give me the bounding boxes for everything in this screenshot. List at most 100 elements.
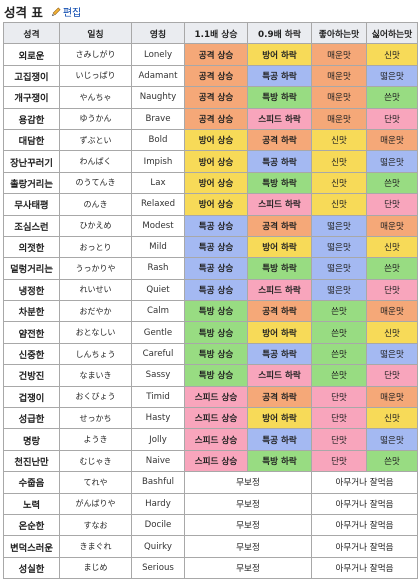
table-row: 고집쟁이 いじっぱり Adamant 공격 상승 특공 하락 매운맛 떫은맛: [3, 64, 418, 88]
nature-english: Relaxed: [131, 193, 185, 216]
nature-korean: 수줍음: [3, 471, 60, 494]
nature-english: Lonely: [131, 43, 185, 66]
nature-japanese: ゆうかん: [59, 107, 132, 130]
stat-decrease: 방어 하락: [247, 43, 312, 66]
stat-decrease: 스피드 하락: [247, 278, 312, 302]
table-row: 천진난만 むじゃき Naive 스피드 상승 특방 하락 단맛 쓴맛: [3, 449, 418, 473]
nature-english: Calm: [131, 300, 185, 323]
stat-decrease: 공격 하락: [247, 300, 312, 323]
stat-increase: 방어 상승: [184, 193, 248, 216]
nature-japanese: おっとり: [59, 235, 132, 259]
stat-decrease: 스피드 하락: [247, 193, 312, 216]
disliked-flavor: 신맛: [366, 321, 418, 344]
liked-flavor: 떫은맛: [311, 257, 367, 280]
nature-japanese: いじっぱり: [59, 64, 132, 88]
nature-korean: 무사태평: [3, 193, 60, 216]
stat-increase: 스피드 상승: [184, 407, 248, 430]
liked-flavor: 단맛: [311, 407, 367, 430]
stat-increase: 공격 상승: [184, 64, 248, 88]
table-row: 성실한 まじめ Serious 무보정 아무거나 잘먹음: [3, 556, 418, 579]
nature-korean: 성급한: [3, 407, 60, 430]
disliked-flavor: 쓴맛: [366, 171, 418, 195]
header-increase: 1.1배 상승: [184, 21, 248, 45]
neutral-taste: 아무거나 잘먹음: [311, 471, 418, 494]
table-row: 얌전한 おとなしい Gentle 특방 상승 방어 하락 쓴맛 신맛: [3, 321, 418, 344]
nature-japanese: さみしがり: [59, 43, 132, 66]
table-row: 냉정한 れいせい Quiet 특공 상승 스피드 하락 떫은맛 단맛: [3, 278, 418, 302]
nature-table: 성격 일칭 영칭 1.1배 상승 0.9배 하락 좋아하는맛 싫어하는맛 외로운…: [3, 21, 418, 579]
nature-korean: 건방진: [3, 364, 60, 387]
neutral-taste: 아무거나 잘먹음: [311, 535, 418, 558]
nature-english: Docile: [131, 513, 185, 537]
liked-flavor: 떫은맛: [311, 235, 367, 259]
nature-english: Brave: [131, 107, 185, 130]
liked-flavor: 매운맛: [311, 43, 367, 66]
table-row: 조심스런 ひかえめ Modest 특공 상승 공격 하락 떫은맛 매운맛: [3, 214, 418, 237]
nature-korean: 조심스런: [3, 214, 60, 237]
disliked-flavor: 떫은맛: [366, 428, 418, 451]
liked-flavor: 떫은맛: [311, 278, 367, 302]
disliked-flavor: 신맛: [366, 407, 418, 430]
nature-korean: 겁쟁이: [3, 385, 60, 409]
nature-japanese: まじめ: [59, 556, 132, 579]
table-row: 온순한 すなお Docile 무보정 아무거나 잘먹음: [3, 513, 418, 537]
table-row: 대담한 ずぶとい Bold 방어 상승 공격 하락 신맛 매운맛: [3, 128, 418, 152]
nature-korean: 온순한: [3, 513, 60, 537]
header-disliked-flavor: 싫어하는맛: [366, 21, 418, 45]
disliked-flavor: 쓴맛: [366, 257, 418, 280]
stat-increase: 공격 상승: [184, 43, 248, 66]
nature-japanese: せっかち: [59, 407, 132, 430]
stat-decrease: 방어 하락: [247, 407, 312, 430]
pencil-icon: [51, 6, 61, 16]
nature-english: Naughty: [131, 86, 185, 109]
disliked-flavor: 떫은맛: [366, 342, 418, 366]
nature-english: Quiet: [131, 278, 185, 302]
table-row: 장난꾸러기 わんぱく Impish 방어 상승 특공 하락 신맛 떫은맛: [3, 150, 418, 173]
disliked-flavor: 매운맛: [366, 300, 418, 323]
edit-link[interactable]: 편집: [51, 4, 81, 19]
stat-increase: 특방 상승: [184, 364, 248, 387]
stat-decrease: 공격 하락: [247, 214, 312, 237]
nature-japanese: むじゃき: [59, 449, 132, 473]
stat-decrease: 특공 하락: [247, 342, 312, 366]
nature-japanese: おとなしい: [59, 321, 132, 344]
disliked-flavor: 매운맛: [366, 128, 418, 152]
nature-english: Jolly: [131, 428, 185, 451]
neutral-stat: 무보정: [184, 513, 312, 537]
table-row: 덜렁거리는 うっかりや Rash 특공 상승 특방 하락 떫은맛 쓴맛: [3, 257, 418, 280]
stat-increase: 특공 상승: [184, 278, 248, 302]
table-row: 무사태평 のんき Relaxed 방어 상승 스피드 하락 신맛 단맛: [3, 193, 418, 216]
nature-japanese: おくびょう: [59, 385, 132, 409]
stat-decrease: 스피드 하락: [247, 107, 312, 130]
neutral-taste: 아무거나 잘먹음: [311, 492, 418, 515]
nature-korean: 천진난만: [3, 449, 60, 473]
disliked-flavor: 단맛: [366, 278, 418, 302]
stat-increase: 특방 상승: [184, 342, 248, 366]
nature-korean: 외로운: [3, 43, 60, 66]
disliked-flavor: 떫은맛: [366, 64, 418, 88]
table-row: 명랑 ようき Jolly 스피드 상승 특공 하락 단맛 떫은맛: [3, 428, 418, 451]
stat-decrease: 방어 하락: [247, 235, 312, 259]
liked-flavor: 신맛: [311, 193, 367, 216]
header-english: 영칭: [131, 21, 185, 45]
table-row: 차분한 おだやか Calm 특방 상승 공격 하락 쓴맛 매운맛: [3, 300, 418, 323]
nature-korean: 변덕스러운: [3, 535, 60, 558]
stat-increase: 스피드 상승: [184, 385, 248, 409]
stat-decrease: 특방 하락: [247, 171, 312, 195]
table-row: 외로운 さみしがり Lonely 공격 상승 방어 하락 매운맛 신맛: [3, 43, 418, 66]
nature-korean: 신중한: [3, 342, 60, 366]
disliked-flavor: 매운맛: [366, 214, 418, 237]
nature-english: Bold: [131, 128, 185, 152]
table-row: 의젓한 おっとり Mild 특공 상승 방어 하락 떫은맛 신맛: [3, 235, 418, 259]
nature-japanese: ようき: [59, 428, 132, 451]
stat-increase: 방어 상승: [184, 171, 248, 195]
liked-flavor: 신맛: [311, 150, 367, 173]
stat-decrease: 공격 하락: [247, 385, 312, 409]
table-row: 겁쟁이 おくびょう Timid 스피드 상승 공격 하락 단맛 매운맛: [3, 385, 418, 409]
nature-english: Impish: [131, 150, 185, 173]
liked-flavor: 쓴맛: [311, 300, 367, 323]
stat-increase: 특공 상승: [184, 257, 248, 280]
nature-korean: 얌전한: [3, 321, 60, 344]
disliked-flavor: 단맛: [366, 193, 418, 216]
neutral-stat: 무보정: [184, 535, 312, 558]
